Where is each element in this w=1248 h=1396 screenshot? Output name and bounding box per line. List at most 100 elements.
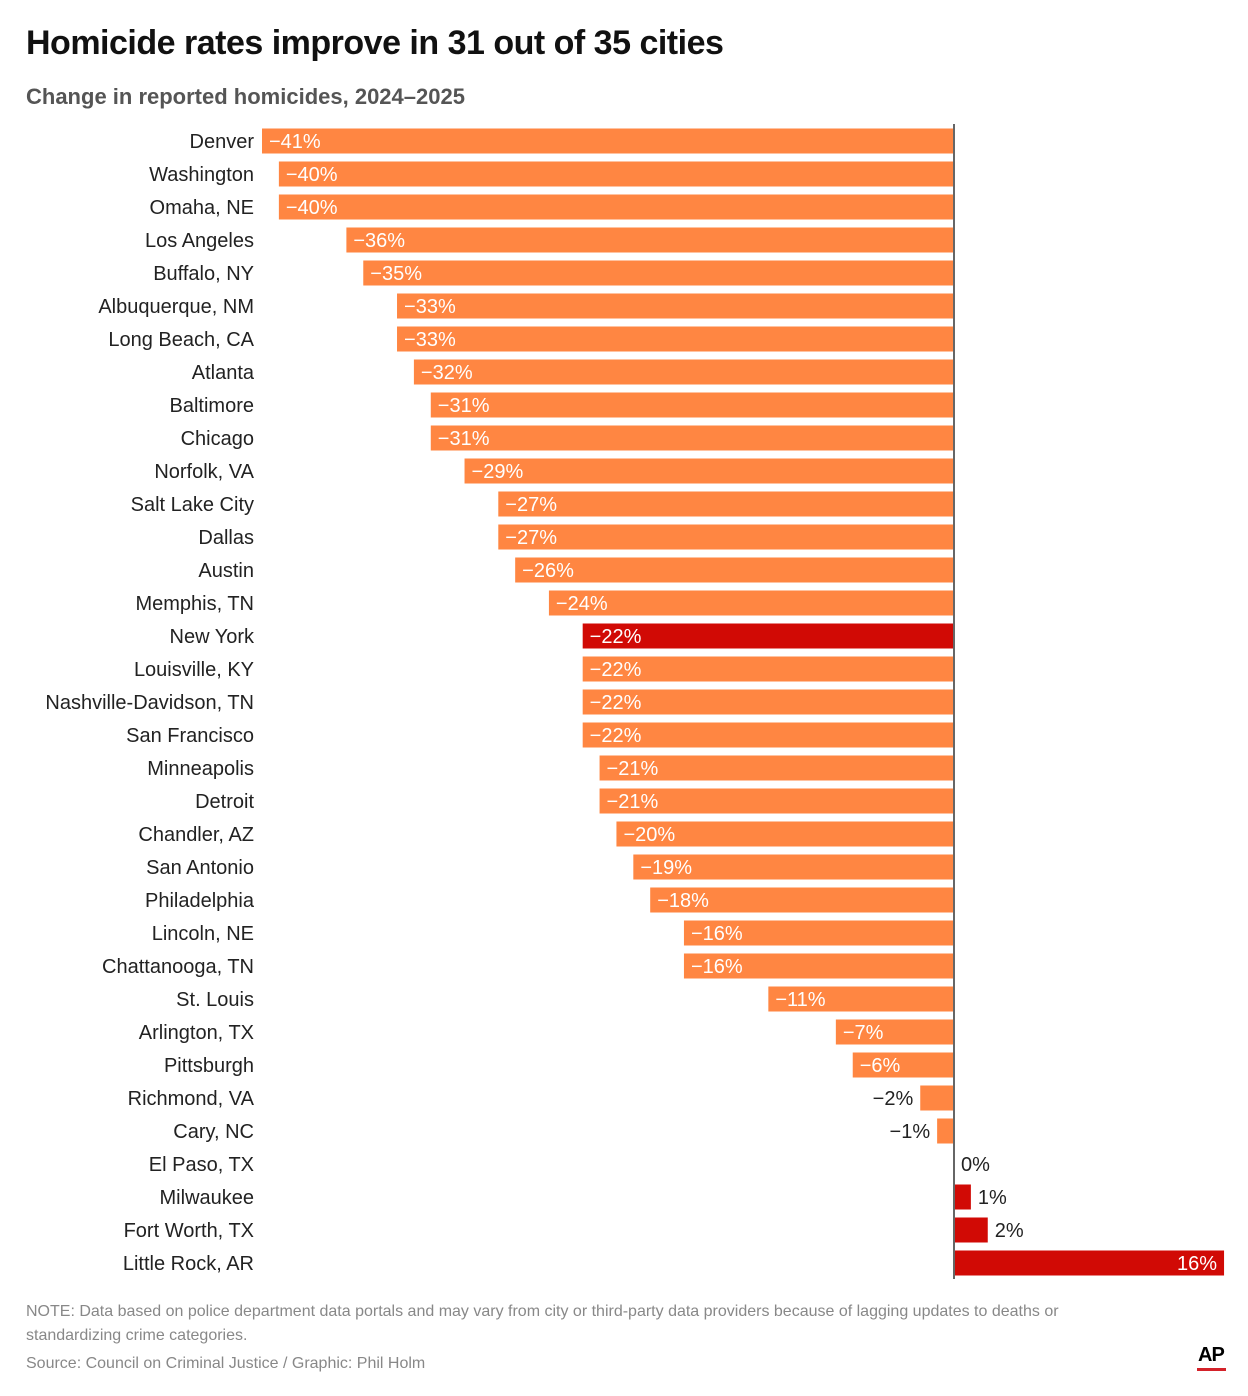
bar	[430, 392, 954, 418]
category-label: Albuquerque, NM	[98, 296, 254, 318]
category-label: Chandler, AZ	[138, 824, 254, 846]
bar	[498, 524, 954, 550]
bar	[616, 821, 954, 847]
bar	[548, 590, 954, 616]
value-label: −27%	[505, 527, 557, 549]
bar	[954, 1250, 1225, 1276]
bar	[920, 1085, 954, 1111]
category-label: Austin	[198, 560, 254, 582]
category-label: Memphis, TN	[135, 593, 254, 615]
ap-logo: AP	[1198, 1344, 1225, 1366]
category-label: Fort Worth, TX	[124, 1220, 254, 1242]
category-label: Richmond, VA	[128, 1088, 255, 1110]
value-label: −27%	[505, 494, 557, 516]
value-label: −29%	[472, 461, 524, 483]
category-label: Lincoln, NE	[152, 923, 254, 945]
bar	[633, 854, 954, 880]
value-label: −20%	[623, 824, 675, 846]
category-label: Louisville, KY	[134, 659, 254, 681]
bar	[430, 425, 954, 451]
value-label: −24%	[556, 593, 608, 615]
bar	[397, 326, 954, 352]
category-label: Chattanooga, TN	[102, 956, 254, 978]
bar	[515, 557, 954, 583]
category-label: Pittsburgh	[164, 1055, 254, 1077]
value-label: −16%	[691, 923, 743, 945]
bar	[852, 1052, 954, 1078]
value-label: −11%	[775, 989, 825, 1011]
value-label: −35%	[370, 263, 422, 285]
bar	[278, 161, 954, 187]
value-label: 0%	[961, 1154, 990, 1176]
bar	[683, 920, 954, 946]
value-label: −36%	[353, 230, 405, 252]
category-label: Cary, NC	[173, 1121, 254, 1143]
value-label: −40%	[286, 197, 338, 219]
value-label: −1%	[890, 1121, 931, 1143]
bar	[582, 623, 954, 649]
bar	[464, 458, 954, 484]
value-label: −22%	[590, 626, 642, 648]
category-label: Arlington, TX	[139, 1022, 254, 1044]
value-label: −33%	[404, 329, 456, 351]
bar-chart: Denver −41% Washington −40% Omaha, NE −40% Los…	[45, 124, 1225, 1279]
value-label: −40%	[286, 164, 338, 186]
category-label: El Paso, TX	[149, 1154, 254, 1176]
bar	[582, 689, 954, 715]
value-label: 1%	[978, 1187, 1007, 1209]
ap-logo-underline	[1197, 1368, 1226, 1371]
value-label: 2%	[995, 1220, 1024, 1242]
bar	[650, 887, 954, 913]
value-label: 16%	[1177, 1253, 1217, 1275]
bar	[498, 491, 954, 517]
category-label: Dallas	[198, 527, 254, 549]
bar	[768, 986, 954, 1012]
bar	[262, 128, 954, 154]
category-label: Philadelphia	[145, 890, 255, 912]
bar	[278, 194, 954, 220]
category-label: Baltimore	[170, 395, 254, 417]
value-label: −18%	[657, 890, 709, 912]
bar	[599, 755, 954, 781]
value-label: −33%	[404, 296, 456, 318]
category-label: Milwaukee	[160, 1187, 254, 1209]
value-label: −31%	[438, 395, 490, 417]
bar	[397, 293, 954, 319]
category-label: Minneapolis	[147, 758, 254, 780]
value-label: −16%	[691, 956, 743, 978]
value-label: −32%	[421, 362, 473, 384]
value-label: −22%	[590, 725, 642, 747]
category-label: New York	[170, 626, 255, 648]
category-label: Little Rock, AR	[123, 1253, 254, 1275]
category-label: Atlanta	[192, 362, 255, 384]
source: Source: Council on Criminal Justice / Gr…	[26, 1355, 426, 1372]
value-label: −7%	[843, 1022, 884, 1044]
category-label: San Francisco	[126, 725, 254, 747]
value-label: −31%	[438, 428, 490, 450]
category-label: Detroit	[195, 791, 254, 813]
category-label: Denver	[190, 131, 255, 153]
category-label: Norfolk, VA	[154, 461, 254, 483]
category-label: San Antonio	[146, 857, 254, 879]
value-label: −22%	[590, 659, 642, 681]
category-label: Washington	[149, 164, 254, 186]
bar	[835, 1019, 954, 1045]
category-label: Buffalo, NY	[153, 263, 254, 285]
bar	[954, 1184, 971, 1210]
note: NOTE: Data based on police department da…	[26, 1303, 1059, 1344]
bar	[363, 260, 954, 286]
category-label: Nashville-Davidson, TN	[45, 692, 254, 714]
bar	[582, 722, 954, 748]
value-label: −21%	[607, 758, 659, 780]
bar	[413, 359, 954, 385]
bar	[599, 788, 954, 814]
value-label: −22%	[590, 692, 642, 714]
value-label: −2%	[873, 1088, 914, 1110]
category-label: Salt Lake City	[131, 494, 254, 516]
chart-subtitle: Change in reported homicides, 2024–2025	[26, 84, 465, 109]
bar	[937, 1118, 954, 1144]
bar	[346, 227, 954, 253]
category-label: St. Louis	[176, 989, 254, 1011]
chart-title: Homicide rates improve in 31 out of 35 c…	[26, 24, 724, 62]
bar	[683, 953, 954, 979]
